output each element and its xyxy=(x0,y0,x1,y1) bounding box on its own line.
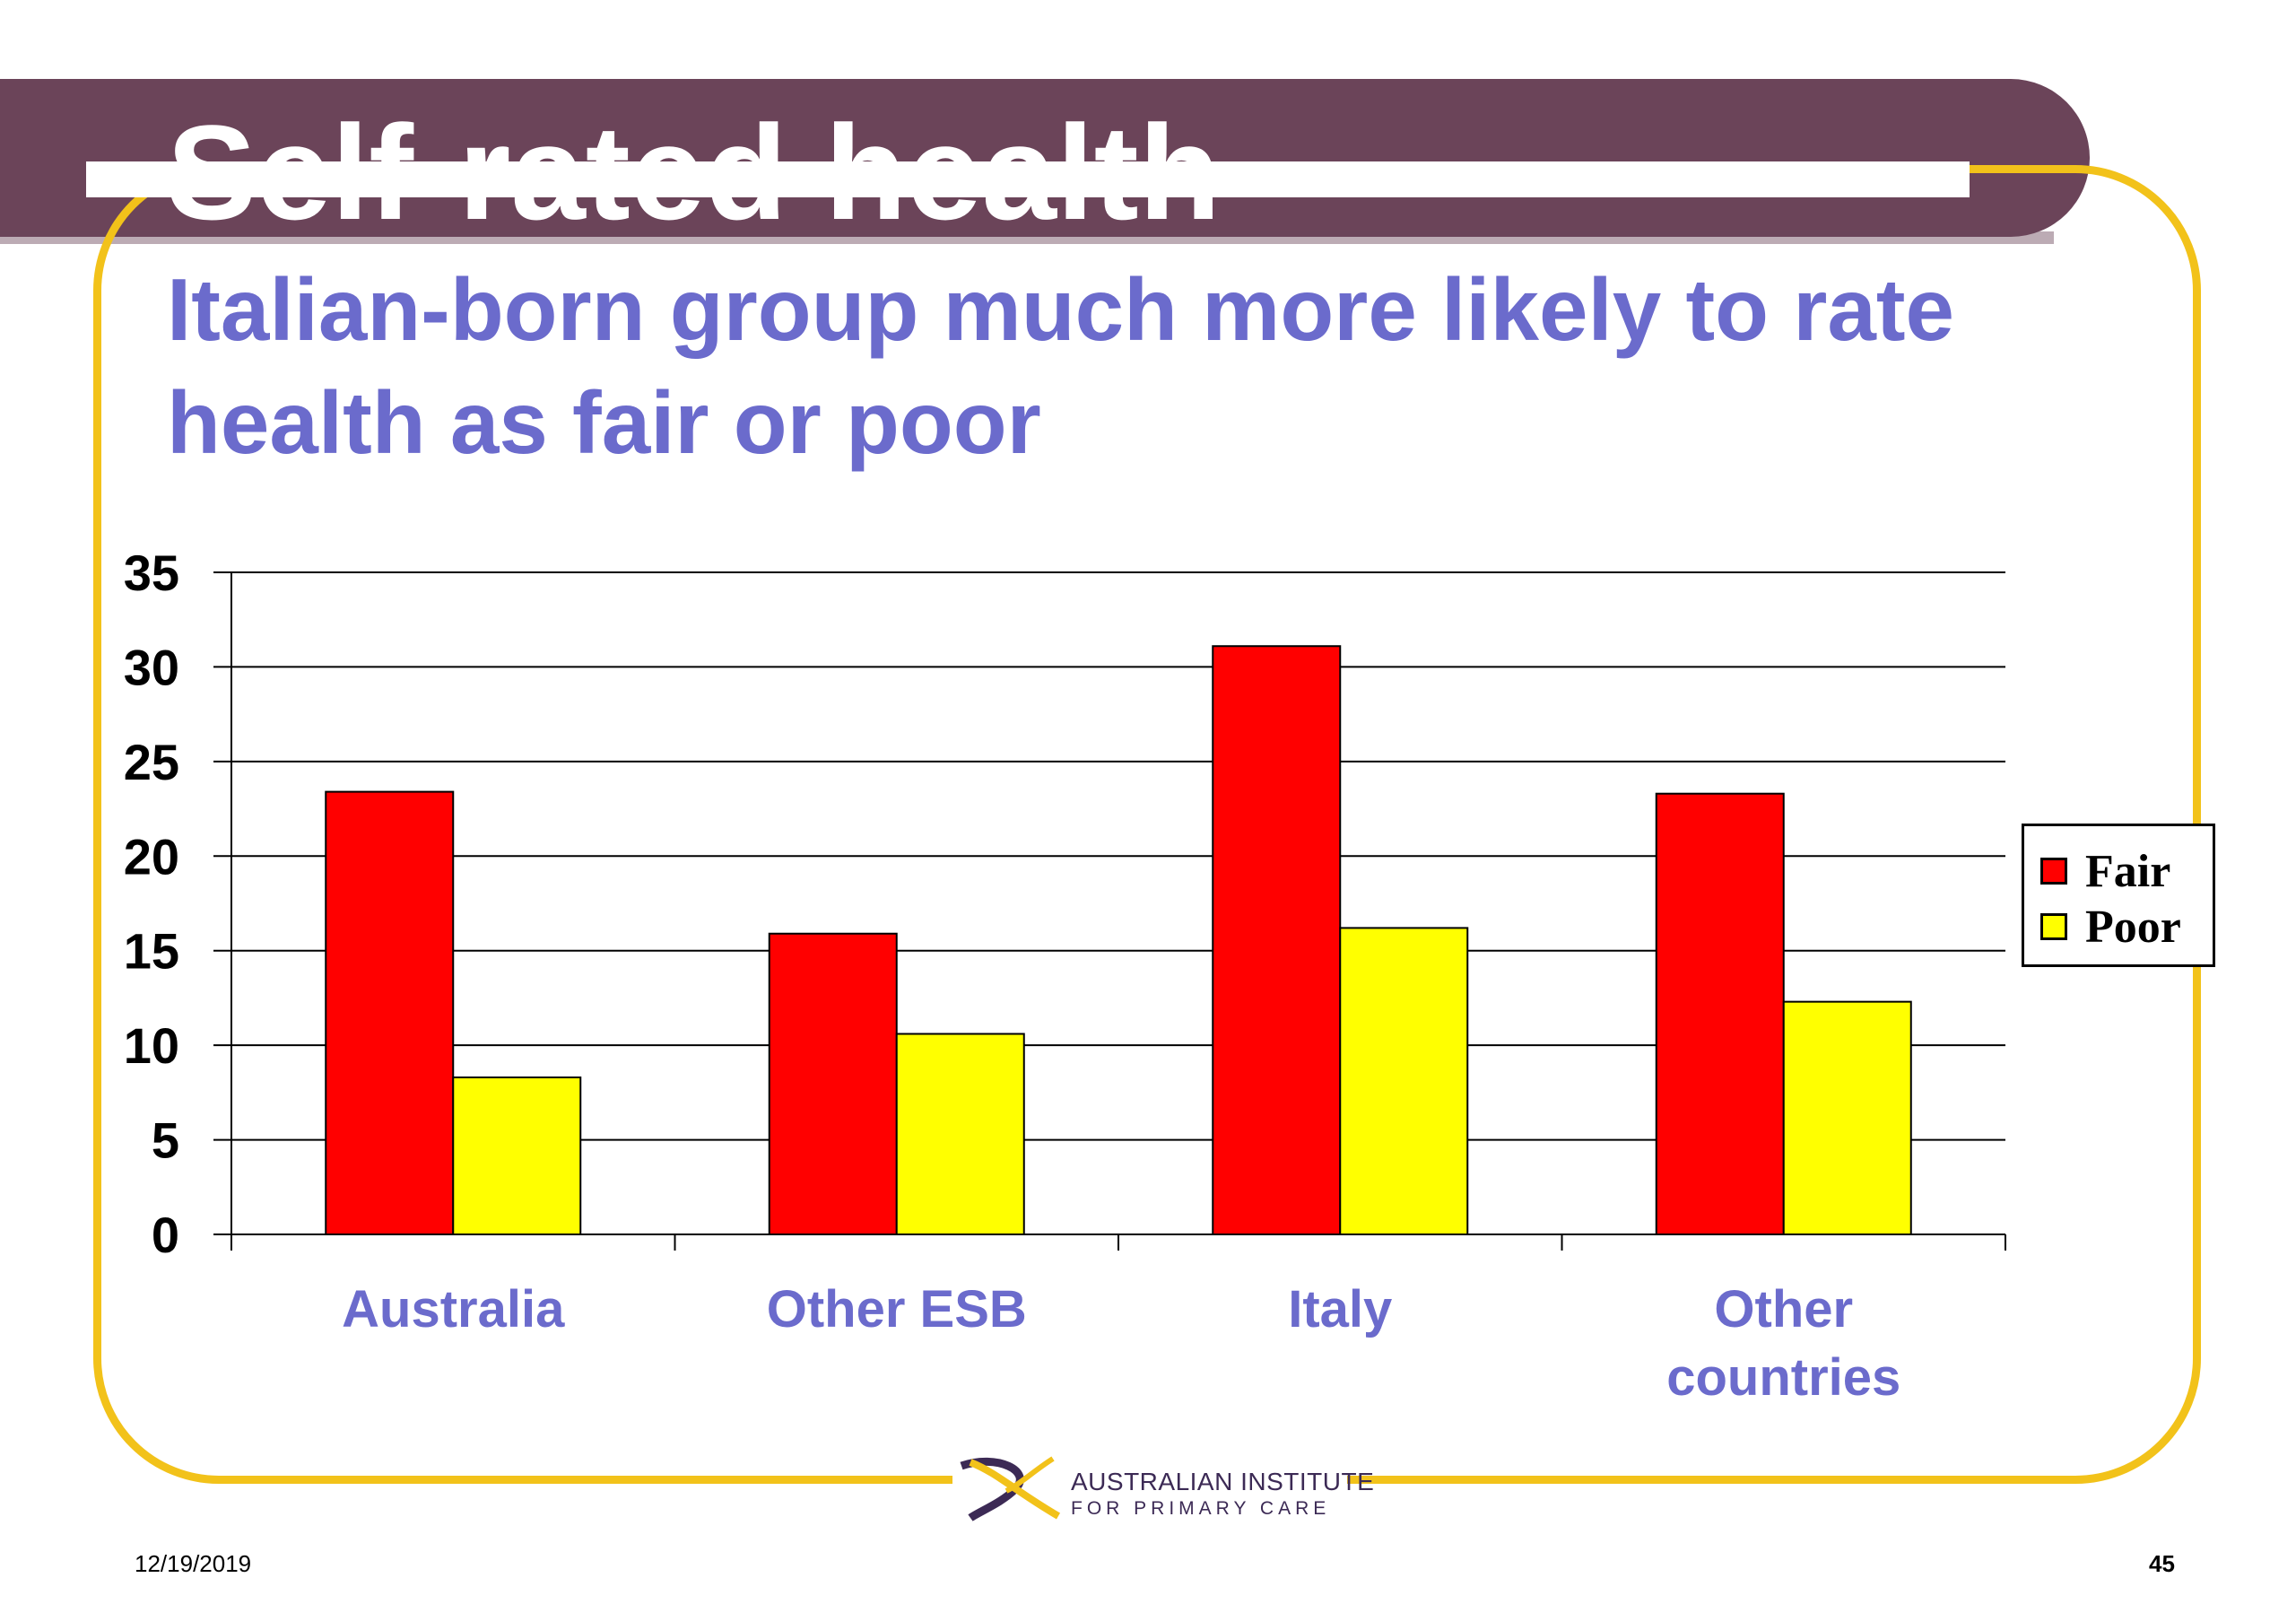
bar-poor-0 xyxy=(452,1076,582,1235)
bar-poor-2 xyxy=(1339,927,1469,1235)
logo-text-line2: FOR PRIMARY CARE xyxy=(1071,1498,1331,1519)
logo-text-line1: AUSTRALIAN INSTITUTE xyxy=(1071,1468,1375,1495)
y-tick-labels: 0 5 10 15 20 25 30 35 xyxy=(124,545,179,1263)
x-category-label-0: Australia xyxy=(342,1280,565,1338)
bar-poor-1 xyxy=(895,1033,1025,1236)
page-number: 45 xyxy=(2149,1550,2175,1577)
bar-fair-0 xyxy=(325,790,455,1235)
legend-label-fair: Fair xyxy=(2085,845,2171,897)
legend-swatch-fair xyxy=(2040,858,2067,885)
footer-date: 12/19/2019 xyxy=(135,1550,252,1577)
y-tick-label-0: 0 xyxy=(152,1207,179,1263)
frame-cover xyxy=(86,161,1970,197)
legend-item-poor: Poor xyxy=(2040,901,2181,953)
bar-fair-1 xyxy=(768,932,898,1236)
title-band-shadow xyxy=(0,231,2054,244)
y-tick-label-25: 25 xyxy=(124,734,179,790)
slide-title: Self-rated health xyxy=(167,97,1222,248)
bars xyxy=(325,645,1912,1236)
legend-swatch-poor xyxy=(2040,913,2067,940)
x-category-label-2: Italy xyxy=(1288,1280,1393,1338)
y-tick-label-35: 35 xyxy=(124,545,179,601)
y-tick-label-20: 20 xyxy=(124,828,179,885)
bar-fair-2 xyxy=(1212,645,1342,1235)
bar-fair-3 xyxy=(1655,792,1785,1236)
legend-label-poor: Poor xyxy=(2085,901,2181,953)
y-tick-label-30: 30 xyxy=(124,639,179,695)
legend-item-fair: Fair xyxy=(2040,845,2171,897)
x-category-label-3: Other countries xyxy=(1666,1280,1901,1407)
title-band xyxy=(0,79,2090,237)
y-tick-label-10: 10 xyxy=(124,1017,179,1074)
logo-swoosh-icon xyxy=(960,1456,1061,1521)
x-category-label-1: Other ESB xyxy=(766,1280,1027,1338)
bar-poor-3 xyxy=(1782,1000,1912,1236)
chart-legend: Fair Poor xyxy=(2022,824,2215,967)
institute-logo: AUSTRALIAN INSTITUTE FOR PRIMARY CARE xyxy=(952,1435,1374,1536)
y-tick-label-5: 5 xyxy=(152,1112,179,1169)
axes xyxy=(213,571,2006,1251)
slide-subtitle: Italian-born group much more likely to r… xyxy=(167,260,1954,472)
y-tick-label-15: 15 xyxy=(124,923,179,980)
